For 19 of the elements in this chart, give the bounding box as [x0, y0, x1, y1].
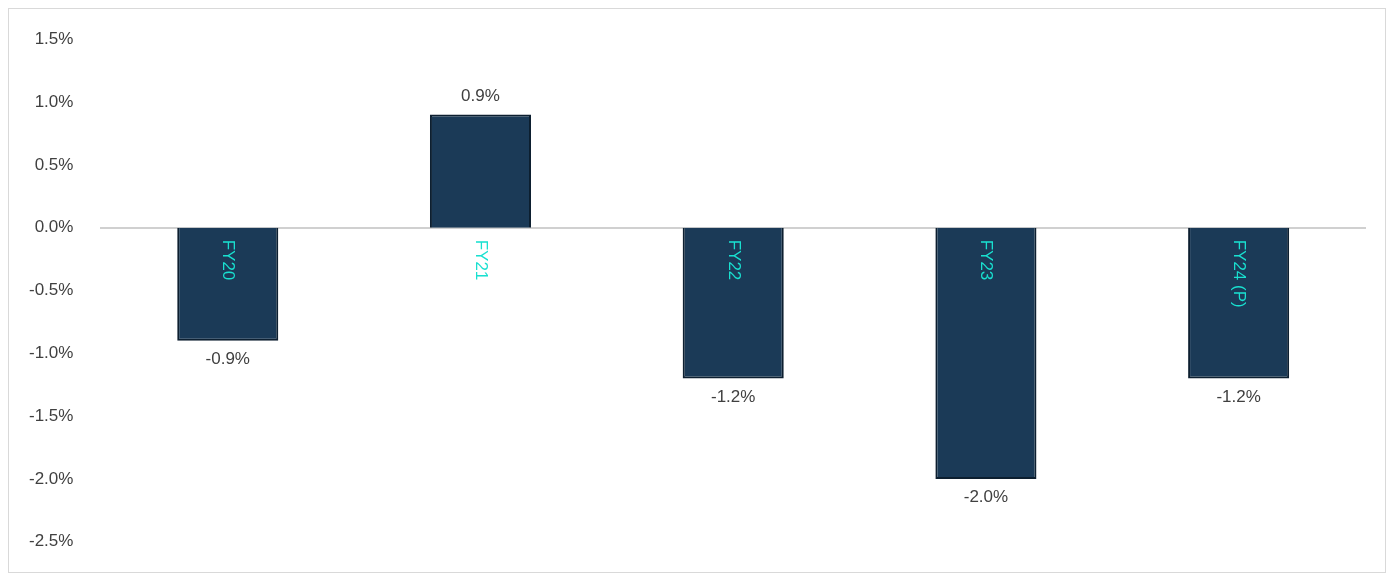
data-label: -0.9% — [205, 348, 250, 368]
x-tick-label: FY22 — [724, 239, 744, 281]
y-tick-label: 0.0% — [34, 217, 74, 237]
x-tick-label: FY21 — [471, 239, 491, 281]
y-tick-label: 1.0% — [34, 91, 74, 111]
y-tick-label: 1.5% — [34, 28, 74, 48]
data-label: -1.2% — [1216, 386, 1261, 406]
x-tick-label: FY24 (P) — [1229, 239, 1249, 308]
y-tick-label: -2.0% — [28, 468, 74, 488]
y-tick-label: -1.5% — [28, 405, 74, 425]
data-label: -1.2% — [710, 386, 756, 406]
y-tick-label: -0.5% — [28, 280, 74, 300]
x-tick-label: FY20 — [219, 239, 239, 281]
x-tick-label: FY23 — [977, 239, 997, 281]
y-tick-label: -1.0% — [28, 343, 74, 363]
data-label: -2.0% — [963, 487, 1009, 507]
y-tick-label: -2.5% — [28, 531, 74, 551]
data-label: 0.9% — [461, 85, 500, 105]
y-tick-label: 0.5% — [34, 154, 74, 174]
